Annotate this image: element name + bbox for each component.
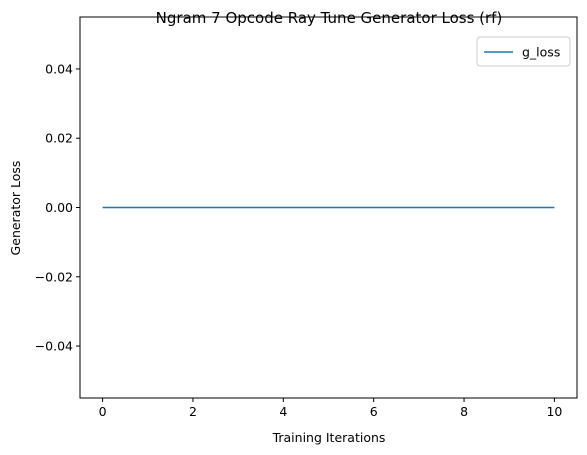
x-tick-label: 10 bbox=[546, 404, 562, 419]
x-tick-label: 6 bbox=[370, 404, 378, 419]
x-axis: 0 2 4 6 8 10 bbox=[99, 398, 562, 419]
y-tick-label: −0.02 bbox=[35, 269, 73, 284]
chart-title: Ngram 7 Opcode Ray Tune Generator Loss (… bbox=[156, 9, 503, 27]
legend-box bbox=[476, 36, 571, 67]
x-axis-label: Training Iterations bbox=[272, 430, 386, 445]
x-tick-label: 8 bbox=[460, 404, 468, 419]
y-tick-label: −0.04 bbox=[35, 339, 73, 354]
x-tick-label: 0 bbox=[99, 404, 107, 419]
x-tick-label: 2 bbox=[189, 404, 197, 419]
legend-label: g_loss bbox=[522, 45, 560, 60]
legend: g_loss bbox=[476, 36, 571, 67]
y-axis-label: Generator Loss bbox=[8, 161, 23, 256]
y-axis: 0.04 0.02 0.00 −0.02 −0.04 bbox=[35, 61, 80, 354]
x-tick-label: 4 bbox=[279, 404, 287, 419]
y-tick-label: 0.04 bbox=[45, 61, 73, 76]
y-tick-label: 0.00 bbox=[45, 200, 73, 215]
y-tick-label: 0.02 bbox=[45, 131, 73, 146]
